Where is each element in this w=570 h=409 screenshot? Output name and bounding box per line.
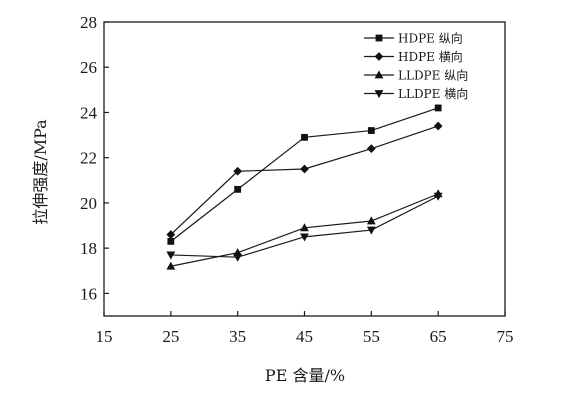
series-line (170, 125, 439, 236)
y-tick-label: 28 (80, 13, 97, 32)
series-2 (166, 121, 443, 239)
legend-marker (374, 90, 384, 99)
legend-label: HDPE 纵向 (398, 31, 463, 46)
legend-entry: LLDPE 纵向 (364, 68, 468, 83)
y-axis-title: 拉伸强度/MPa (31, 119, 50, 225)
x-axis: 15 25 35 45 55 65 75 (96, 311, 514, 346)
x-tick-label: 15 (96, 327, 113, 346)
data-point (433, 192, 443, 201)
x-tick-label: 45 (296, 327, 313, 346)
x-axis-title: PE 含量/% (265, 366, 345, 385)
data-point (434, 104, 442, 112)
x-tick-label: 75 (497, 327, 514, 346)
legend-label: LLDPE 纵向 (398, 68, 468, 83)
legend-label: LLDPE 横向 (398, 86, 468, 101)
legend-entry: LLDPE 横向 (364, 86, 468, 101)
legend-entry: HDPE 纵向 (364, 31, 463, 46)
data-point (366, 144, 376, 154)
legend: HDPE 纵向 HDPE 横向 LLDPE 纵向 LLDPE 横向 (364, 31, 468, 101)
series-line (170, 107, 439, 242)
legend-marker (374, 52, 384, 61)
legend-entry: HDPE 横向 (364, 49, 463, 64)
x-tick-label: 55 (363, 327, 380, 346)
x-tick-label: 65 (430, 327, 447, 346)
x-tick-label: 25 (162, 327, 179, 346)
data-point (300, 164, 309, 174)
data-point (166, 230, 176, 239)
legend-marker (375, 34, 383, 42)
y-tick-label: 16 (80, 284, 97, 303)
series-3 (166, 189, 443, 270)
data-point (166, 251, 176, 260)
data-point (300, 233, 309, 242)
y-tick-label: 22 (80, 149, 97, 168)
y-tick-label: 20 (80, 194, 97, 213)
y-axis: 16 18 20 22 24 26 28 (80, 13, 109, 303)
data-point (366, 216, 376, 225)
data-point (433, 121, 443, 131)
series-layer (166, 104, 443, 270)
x-tick-label: 35 (229, 327, 246, 346)
legend-label: HDPE 横向 (398, 49, 463, 64)
y-tick-label: 24 (80, 103, 98, 122)
data-point (233, 253, 243, 262)
data-point (301, 133, 308, 141)
y-tick-label: 26 (80, 58, 97, 77)
series-4 (166, 192, 443, 262)
legend-marker (374, 70, 384, 79)
data-point (234, 185, 242, 193)
data-point (367, 127, 375, 134)
y-tick-label: 18 (80, 239, 97, 258)
data-point (166, 261, 176, 270)
data-point (167, 237, 175, 245)
data-point (366, 226, 376, 235)
data-point (300, 223, 309, 232)
data-point (233, 166, 243, 176)
series-1 (167, 104, 442, 245)
